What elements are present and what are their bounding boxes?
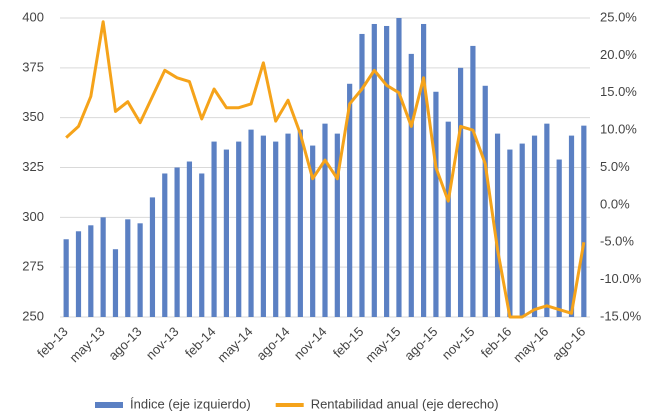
y2-tick-label: 25.0% xyxy=(600,9,637,24)
bar xyxy=(125,219,131,317)
x-tick-label: may-13 xyxy=(66,324,107,365)
y-tick-label: 400 xyxy=(22,9,44,24)
y2-tick-label: -5.0% xyxy=(600,234,634,249)
bar xyxy=(297,129,303,317)
bar xyxy=(494,133,501,317)
bar xyxy=(149,197,156,317)
bar xyxy=(347,83,353,317)
x-tick-label: feb-14 xyxy=(182,324,219,361)
x-tick-label: feb-13 xyxy=(34,324,71,361)
bar xyxy=(248,129,254,317)
x-tick-label: may-16 xyxy=(510,324,551,365)
bar xyxy=(371,23,377,317)
line xyxy=(65,20,586,319)
bar xyxy=(519,143,525,317)
bar xyxy=(236,141,242,317)
bar xyxy=(285,133,291,317)
bar xyxy=(88,225,94,317)
y-tick-label: 300 xyxy=(22,209,44,224)
bar xyxy=(396,18,402,317)
bar xyxy=(63,239,69,317)
x-tick-label: may-14 xyxy=(214,324,255,365)
bar xyxy=(211,141,217,317)
bar xyxy=(457,67,464,317)
y-tick-label: 275 xyxy=(22,259,44,274)
bar xyxy=(162,173,168,317)
bar xyxy=(186,161,193,317)
bar xyxy=(322,123,328,317)
legend-swatch xyxy=(95,402,123,408)
x-tick-label: ago-15 xyxy=(401,324,440,363)
x-tick-label: nov-15 xyxy=(439,324,478,363)
bar xyxy=(408,53,414,317)
y2-tick-label: 0.0% xyxy=(600,196,630,211)
bar xyxy=(482,85,488,317)
y2-tick-label: -15.0% xyxy=(600,308,642,323)
bar xyxy=(100,217,106,317)
bar xyxy=(507,149,513,317)
y2-tick-label: 5.0% xyxy=(600,159,630,174)
y2-tick-label: 20.0% xyxy=(600,47,637,62)
y-tick-label: 325 xyxy=(22,159,44,174)
bar xyxy=(581,125,587,317)
bar xyxy=(556,159,562,317)
bar xyxy=(568,135,575,317)
x-tick-label: ago-13 xyxy=(105,324,144,363)
x-tick-label: ago-14 xyxy=(253,324,292,363)
y2-tick-label: 10.0% xyxy=(600,122,637,137)
bar xyxy=(75,231,82,317)
y2-tick-label: 15.0% xyxy=(600,84,637,99)
x-tick-label: feb-16 xyxy=(478,324,515,361)
bar xyxy=(273,141,279,317)
bar xyxy=(310,145,316,317)
y2-tick-label: -10.0% xyxy=(600,271,642,286)
x-tick-label: may-15 xyxy=(362,324,403,365)
bar xyxy=(223,149,229,317)
bar xyxy=(112,249,119,317)
x-tick-label: feb-15 xyxy=(330,324,367,361)
bar xyxy=(199,173,205,317)
x-tick-label: nov-13 xyxy=(143,324,182,363)
bar xyxy=(433,91,439,318)
bar xyxy=(137,223,143,317)
bar xyxy=(260,135,266,317)
x-tick-label: ago-16 xyxy=(549,324,588,363)
bar xyxy=(470,45,476,317)
bar xyxy=(334,133,340,317)
bar xyxy=(544,123,550,317)
bar xyxy=(359,33,365,318)
legend-label: Rentabilidad anual (eje derecho) xyxy=(311,396,499,411)
legend-label: Índice (eje izquierdo) xyxy=(130,396,251,411)
y-tick-label: 250 xyxy=(22,308,44,323)
bar xyxy=(445,121,451,317)
bar xyxy=(421,23,427,317)
y-tick-label: 375 xyxy=(22,59,44,74)
y-tick-label: 350 xyxy=(22,109,44,124)
x-tick-label: nov-14 xyxy=(291,324,330,363)
bar xyxy=(384,25,390,318)
bar xyxy=(174,167,180,317)
bar xyxy=(531,135,538,317)
